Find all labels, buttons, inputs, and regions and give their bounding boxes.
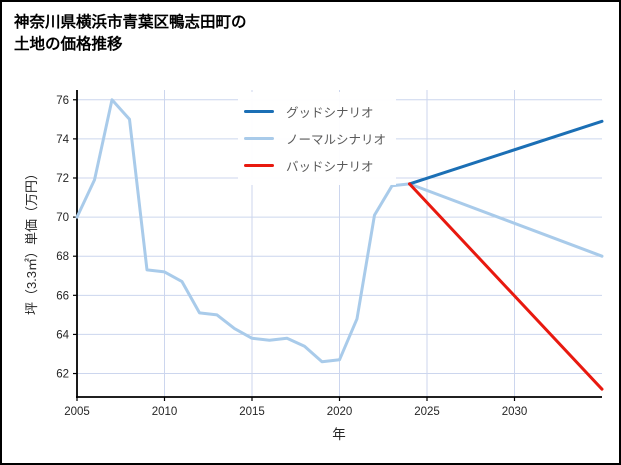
legend-item-good: グッドシナリオ: [244, 101, 386, 122]
y-tick-label: 72: [56, 173, 69, 185]
x-tick-label: 2010: [152, 406, 178, 418]
y-axis-label: 坪（3.3㎡）単価（万円）: [24, 166, 39, 316]
legend-swatch-good: [244, 110, 274, 113]
page-title-line1: 神奈川県横浜市青葉区鴨志田町の: [14, 14, 247, 31]
page-title-line2: 土地の価格推移: [14, 36, 123, 54]
chart-legend: グッドシナリオ ノーマルシナリオ バッドシナリオ: [238, 92, 397, 185]
legend-item-bad: バッドシナリオ: [244, 155, 386, 176]
series-line-good: [408, 119, 604, 186]
legend-swatch-bad: [244, 164, 274, 167]
page-title: 神奈川県横浜市青葉区鴨志田町の 土地の価格推移: [14, 12, 247, 57]
x-tick-label: 2025: [414, 406, 440, 418]
y-tick-label: 62: [56, 369, 69, 381]
y-tick-label: 76: [56, 95, 69, 107]
series-line-normal: [75, 98, 604, 364]
series-line-bad: [408, 182, 604, 391]
y-tick-label: 64: [56, 329, 69, 341]
legend-swatch-normal: [244, 137, 274, 140]
y-tick-label: 74: [56, 134, 69, 146]
x-axis-label: 年: [332, 427, 346, 442]
legend-label-good: グッドシナリオ: [286, 106, 374, 120]
x-tick-label: 2030: [502, 406, 528, 418]
y-tick-label: 70: [56, 212, 69, 224]
legend-item-normal: ノーマルシナリオ: [244, 128, 386, 149]
legend-label-normal: ノーマルシナリオ: [286, 133, 387, 147]
legend-label-bad: バッドシナリオ: [286, 160, 374, 174]
x-tick-label: 2015: [239, 406, 265, 418]
x-tick-label: 2005: [64, 406, 90, 418]
y-tick-label: 68: [56, 251, 69, 263]
y-tick-label: 66: [56, 290, 69, 302]
x-tick-label: 2020: [327, 406, 353, 418]
